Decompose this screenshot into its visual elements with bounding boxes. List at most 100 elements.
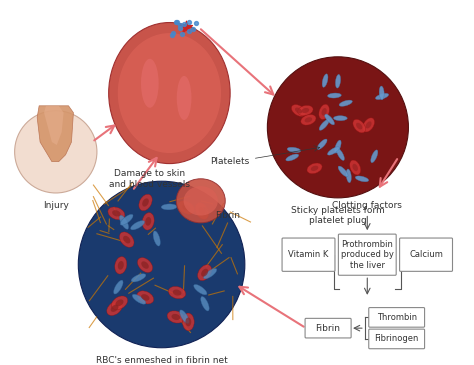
Point [172,19,180,25]
Ellipse shape [141,294,149,301]
Ellipse shape [328,93,341,98]
Text: RBC's enmeshed in fibrin net: RBC's enmeshed in fibrin net [96,356,228,365]
Ellipse shape [142,198,149,207]
Ellipse shape [120,214,133,225]
Ellipse shape [353,164,358,171]
Circle shape [78,181,245,348]
Ellipse shape [195,203,209,219]
Ellipse shape [356,123,363,130]
Ellipse shape [198,265,212,281]
Point [192,20,200,26]
Ellipse shape [141,261,149,269]
Ellipse shape [339,100,352,106]
Ellipse shape [194,284,207,295]
Ellipse shape [337,148,345,161]
Ellipse shape [363,118,374,132]
Ellipse shape [334,116,347,120]
Text: Clotting factors: Clotting factors [332,201,402,210]
Ellipse shape [116,299,124,306]
Point [176,25,184,31]
Text: Thrombin: Thrombin [377,313,417,322]
Ellipse shape [176,179,225,223]
Polygon shape [37,106,73,162]
Ellipse shape [112,210,120,216]
Ellipse shape [119,232,134,247]
Ellipse shape [305,117,312,123]
Ellipse shape [301,115,316,125]
Ellipse shape [319,104,329,119]
Ellipse shape [108,207,125,220]
Ellipse shape [201,296,209,311]
Ellipse shape [137,258,153,273]
Point [168,32,176,38]
Point [185,28,193,34]
Ellipse shape [338,166,348,177]
Circle shape [267,57,409,198]
Ellipse shape [301,108,309,113]
Ellipse shape [168,287,186,299]
Ellipse shape [375,93,389,100]
Ellipse shape [346,169,351,182]
Point [169,30,177,36]
Ellipse shape [199,207,205,215]
Text: Calcium: Calcium [409,250,443,259]
Ellipse shape [311,166,319,171]
Ellipse shape [130,220,145,230]
Ellipse shape [203,269,217,279]
Ellipse shape [141,59,159,108]
Ellipse shape [131,274,146,282]
Ellipse shape [109,23,230,164]
Circle shape [15,111,97,193]
Polygon shape [44,106,64,145]
Point [185,19,193,25]
FancyBboxPatch shape [282,238,335,271]
Ellipse shape [142,212,154,230]
Ellipse shape [172,314,180,320]
Ellipse shape [114,280,123,294]
FancyBboxPatch shape [369,308,425,327]
Ellipse shape [336,74,341,88]
Text: Sticky platelets form
platelet plug: Sticky platelets form platelet plug [291,206,385,225]
Text: Fibrinogen: Fibrinogen [374,334,419,343]
Text: Prothrombin
produced by
the liver: Prothrombin produced by the liver [341,240,394,270]
Ellipse shape [153,231,160,246]
Text: Damage to skin
and blood vessels: Damage to skin and blood vessels [109,169,191,189]
Ellipse shape [115,257,127,274]
Ellipse shape [287,147,301,153]
Ellipse shape [132,294,146,304]
Ellipse shape [325,114,335,125]
Text: Fibrin: Fibrin [216,211,240,220]
Ellipse shape [298,105,313,116]
Ellipse shape [321,108,327,116]
Ellipse shape [356,176,369,182]
Ellipse shape [182,204,191,211]
Point [189,26,197,32]
Ellipse shape [319,119,329,130]
Ellipse shape [365,121,372,128]
Point [180,21,188,27]
Ellipse shape [139,194,152,211]
Ellipse shape [353,119,365,133]
Ellipse shape [335,140,341,153]
Ellipse shape [379,86,384,100]
Ellipse shape [371,150,378,163]
Ellipse shape [183,186,218,215]
Ellipse shape [123,236,130,243]
FancyBboxPatch shape [305,318,351,338]
Text: Vitamin K: Vitamin K [288,250,328,259]
Ellipse shape [292,104,306,116]
Ellipse shape [167,311,184,323]
Ellipse shape [111,296,128,310]
Point [173,20,181,26]
Ellipse shape [295,108,302,114]
Point [179,31,186,37]
Ellipse shape [107,301,122,315]
Ellipse shape [119,215,128,229]
FancyBboxPatch shape [400,238,453,271]
Ellipse shape [161,204,177,210]
Ellipse shape [118,33,221,153]
Ellipse shape [180,310,189,324]
Ellipse shape [350,160,361,175]
Ellipse shape [182,313,194,331]
Ellipse shape [173,289,182,296]
